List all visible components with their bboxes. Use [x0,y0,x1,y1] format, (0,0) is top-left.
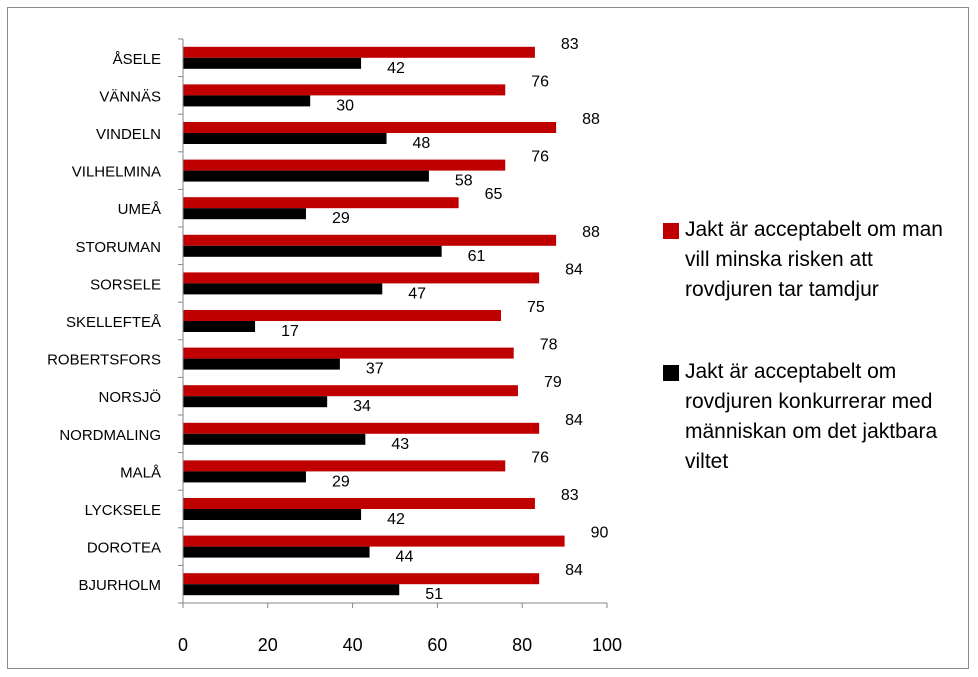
value-label-series-1: 84 [565,412,583,429]
chart-frame [7,7,969,669]
category-label: NORDMALING [59,427,161,444]
value-label-series-2: 37 [366,361,384,378]
value-label-series-2: 47 [408,285,426,302]
x-tick-label: 40 [343,635,363,655]
bars-group [183,46,565,596]
value-label-series-1: 88 [582,224,600,241]
category-label: DOROTEA [87,540,161,557]
category-label: VILHELMINA [72,164,161,181]
bar-series-1 [183,498,535,509]
category-label: BJURHOLM [78,577,161,594]
category-label: ÅSELE [113,51,161,68]
value-label-series-2: 51 [425,586,443,603]
value-label-series-2: 29 [332,473,350,490]
value-label-series-1: 78 [540,337,558,354]
bar-series-2 [183,433,366,445]
value-label-series-2: 42 [387,511,405,528]
bar-series-1 [183,310,501,321]
bar-series-2 [183,509,362,520]
category-label: MALÅ [120,464,161,481]
bar-series-1 [183,159,506,171]
bar-series-2 [183,170,429,182]
value-label-series-2: 17 [281,323,299,340]
bar-series-1 [183,385,518,397]
bar-series-2 [183,208,306,220]
value-label-series-1: 83 [561,36,579,53]
category-label: STORUMAN [75,239,161,256]
bar-series-1 [183,460,506,472]
category-label: SKELLEFTEÅ [66,314,161,331]
bar-series-1 [183,347,514,359]
bar-series-2 [183,321,256,332]
bar-series-2 [183,283,383,295]
bar-series-1 [183,535,565,547]
bar-series-2 [183,133,387,144]
category-label: VINDELN [96,126,161,143]
bar-series-1 [183,84,506,96]
value-label-series-2: 61 [468,248,486,265]
bar-series-2 [183,584,400,596]
x-tick-label: 80 [512,635,532,655]
bar-series-2 [183,471,306,483]
bar-series-1 [183,122,557,133]
value-label-series-1: 83 [561,487,579,504]
category-label: UMEÅ [118,201,161,218]
category-label: SORSELE [90,276,161,293]
value-label-series-1: 90 [591,525,609,542]
category-label: NORSJÖ [98,388,161,406]
value-label-series-2: 58 [455,173,473,190]
legend-swatch-black [663,365,679,381]
bar-series-1 [183,234,557,246]
x-tick-label: 100 [592,635,622,655]
value-label-series-2: 29 [332,210,350,227]
bar-series-1 [183,422,540,434]
value-labels-group: 83 42 76 30 88 48 76 58 65 29 88 61 84 47 75 17 78 37 79 34… [281,36,608,603]
value-label-series-1: 88 [582,111,600,128]
legend-swatch-red [663,223,679,239]
bar-series-2 [183,546,370,558]
category-label: VÄNNÄS [99,88,161,105]
value-label-series-1: 76 [531,449,549,466]
bar-series-2 [183,95,311,107]
bar-series-1 [183,46,535,58]
bar-series-2 [183,396,328,408]
value-label-series-2: 48 [413,135,431,152]
value-label-series-2: 44 [396,549,414,566]
bar-series-1 [183,573,540,585]
value-label-series-2: 34 [353,398,371,415]
category-label: ROBERTSFORS [47,352,161,369]
category-label: LYCKSELE [85,502,161,519]
category-labels-group: ÅSELE VÄNNÄS VINDELN VILHELMINA UMEÅ STORUMAN… [47,51,161,594]
legend-label-series-1: Jakt är acceptabelt om man vill minska r… [685,218,943,301]
x-tick-label: 20 [258,635,278,655]
value-label-series-1: 65 [485,186,503,203]
value-label-series-1: 79 [544,374,562,391]
bar-series-2 [183,358,340,370]
value-label-series-2: 30 [336,97,354,114]
bar-series-2 [183,245,442,257]
value-label-series-1: 75 [527,299,545,316]
value-label-series-2: 43 [391,436,409,453]
legend-label-series-2: Jakt är acceptabelt om rovdjuren konkurr… [685,360,938,473]
bar-series-1 [183,272,540,284]
value-label-series-1: 84 [565,261,583,278]
value-label-series-1: 84 [565,562,583,579]
value-label-series-1: 76 [531,73,549,90]
tick-labels-group: 0 20 40 60 80 100 [178,635,622,655]
value-label-series-1: 76 [531,149,549,166]
bar-series-1 [183,197,459,209]
x-tick-label: 0 [178,635,188,655]
x-tick-label: 60 [427,635,447,655]
axes-group [178,38,608,608]
value-label-series-2: 42 [387,60,405,77]
bar-series-2 [183,57,362,69]
